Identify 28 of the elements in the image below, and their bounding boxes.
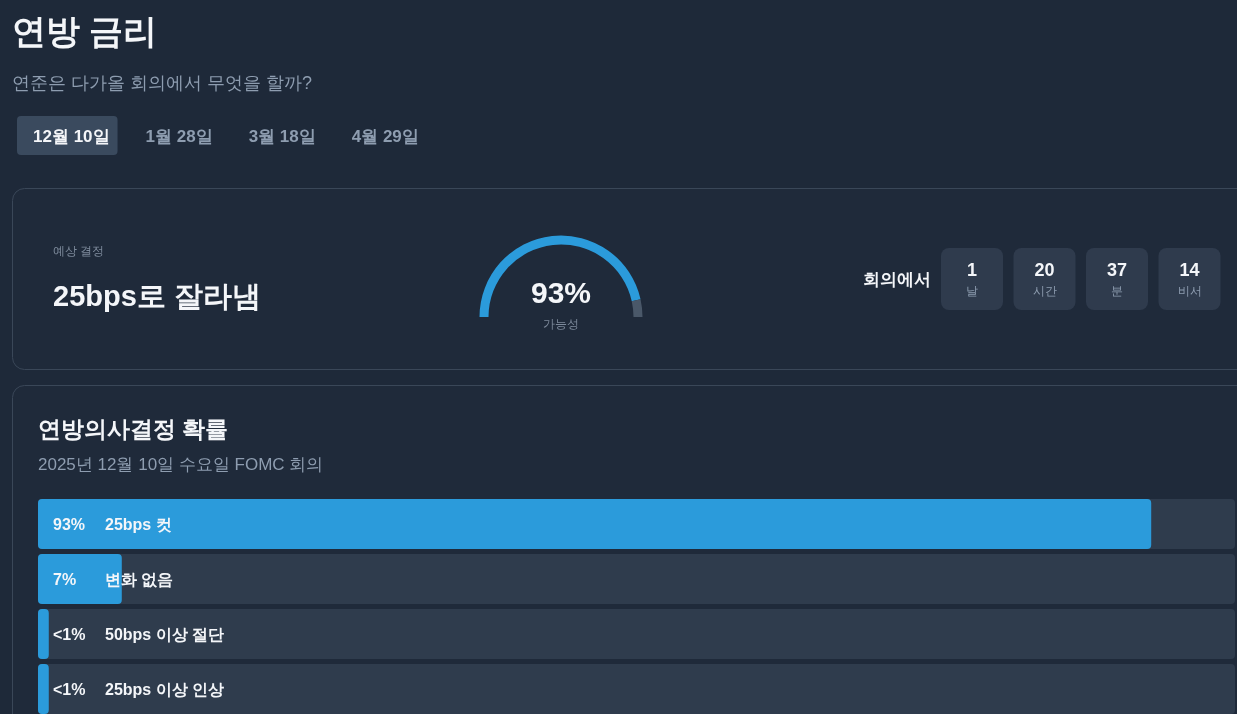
text: 25bps로 잘라냄 xyxy=(53,280,261,312)
data-label: 7% xyxy=(53,571,77,588)
chart-subtitle: 2025년 12월 10일 수요일 FOMC 회의 xyxy=(38,455,324,474)
category-label: 4월 29일 xyxy=(351,127,419,146)
text: 연방 금리 xyxy=(12,12,158,50)
text: 연준은 다가올 회의에서 무엇을 할까? xyxy=(12,73,313,93)
data-label: 1 xyxy=(966,260,978,280)
category-label: 1월 28일 xyxy=(145,127,213,146)
data-label: 93% xyxy=(530,276,592,309)
category-label: 날 xyxy=(966,284,978,298)
category-label: 25bps 컷 xyxy=(105,516,172,533)
category-label: 시간 xyxy=(1032,284,1057,298)
category-label: 분 xyxy=(1111,284,1123,298)
data-label: <1% xyxy=(53,626,86,643)
data-label: 14 xyxy=(1179,260,1200,280)
category-label: 비서 xyxy=(1177,284,1202,298)
data-label: 93% xyxy=(53,516,86,533)
chart-title: 연방의사결정 확률 xyxy=(38,416,229,442)
data-label: 20 xyxy=(1034,260,1055,280)
category-label: 12월 10일 xyxy=(33,127,110,146)
text: 회의에서 xyxy=(863,270,931,289)
data-label: <1% xyxy=(53,681,86,698)
text: 예상 결정 xyxy=(53,244,105,258)
text: 가능성 xyxy=(543,317,579,331)
data-label: 37 xyxy=(1106,260,1128,280)
category-label: 50bps 이상 절단 xyxy=(105,626,225,643)
category-label: 3월 18일 xyxy=(248,127,316,146)
category-label: 25bps 이상 인상 xyxy=(105,681,225,698)
